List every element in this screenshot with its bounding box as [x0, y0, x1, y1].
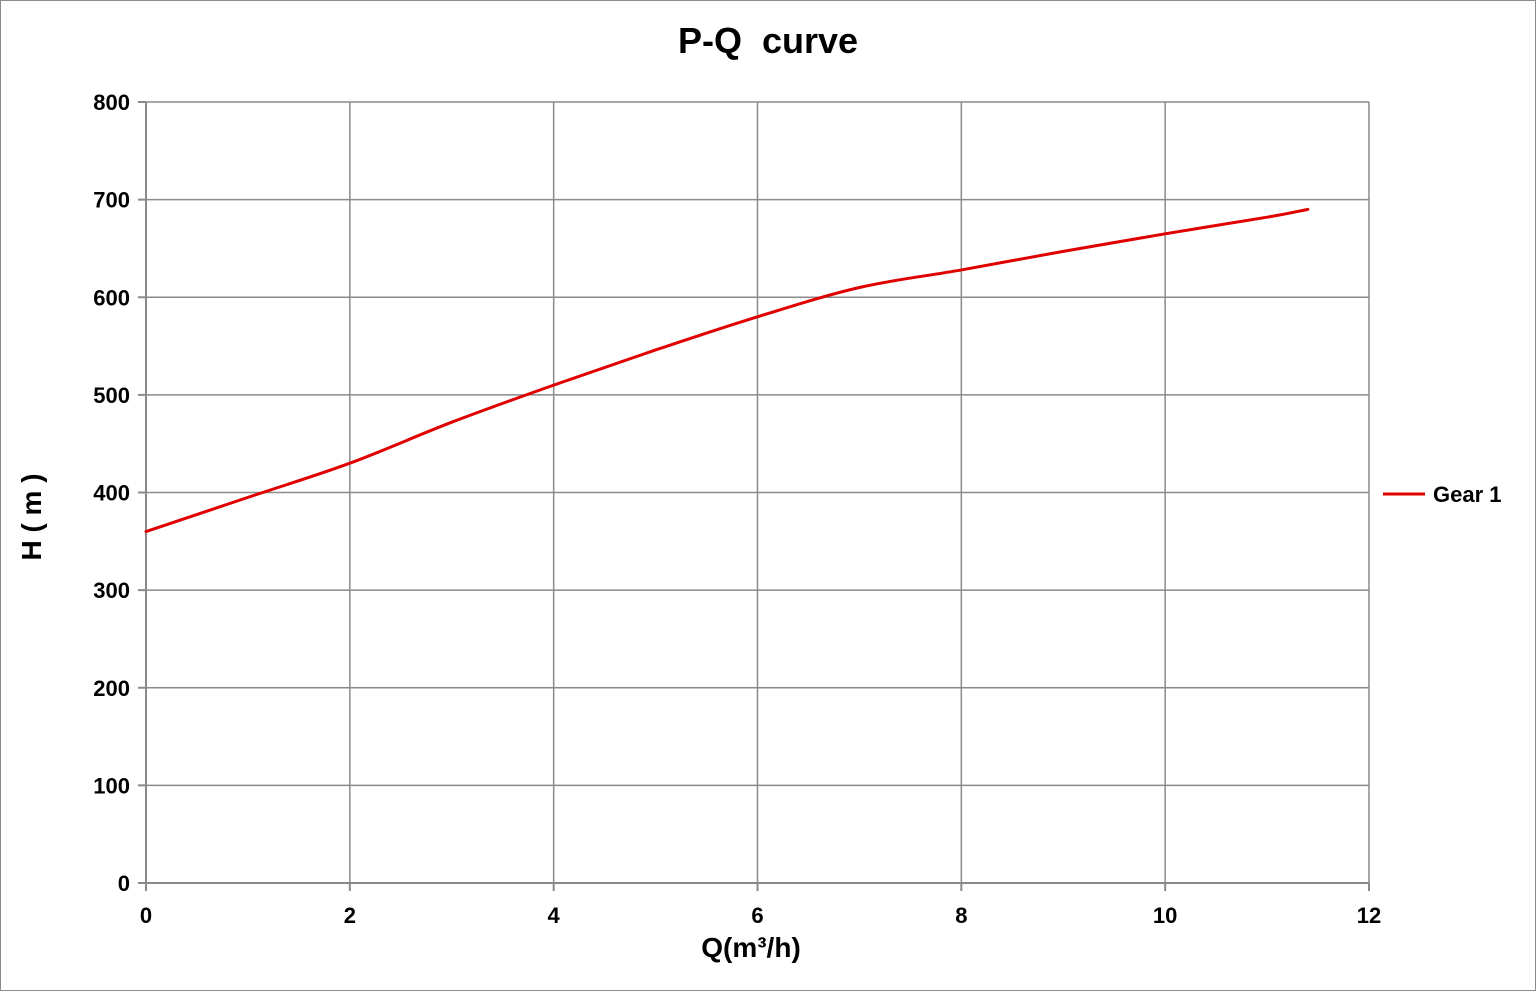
x-tick-label: 10 [1153, 903, 1177, 928]
x-tick-label: 8 [955, 903, 967, 928]
y-tick-label: 800 [93, 90, 130, 115]
x-axis-label: Q(m³/h) [701, 932, 801, 963]
y-tick-label: 700 [93, 188, 130, 213]
y-tick-label: 400 [93, 481, 130, 506]
y-tick-label: 100 [93, 773, 130, 798]
grid [146, 101, 1370, 883]
series-line-gear-1 [144, 207, 1310, 534]
y-tick-label: 500 [93, 383, 130, 408]
y-tick-label: 200 [93, 676, 130, 701]
y-tick-label: 0 [118, 871, 130, 896]
series-group [144, 207, 1310, 534]
legend: Gear 1 [1383, 482, 1502, 507]
x-tick-label: 0 [140, 903, 152, 928]
x-tick-label: 2 [344, 903, 356, 928]
y-tick-label: 600 [93, 285, 130, 310]
y-tick-labels: 0 100 200 300 400 500 600 700 800 [93, 90, 130, 896]
x-tick-labels: 0 2 4 6 8 10 12 [140, 903, 1381, 928]
legend-label-gear-1: Gear 1 [1433, 482, 1502, 507]
x-tick-label: 12 [1357, 903, 1381, 928]
x-tick-label: 6 [751, 903, 763, 928]
x-tick-label: 4 [548, 903, 561, 928]
y-tick-label: 300 [93, 578, 130, 603]
chart-title: P-Q curve [678, 20, 858, 61]
axes [138, 101, 1370, 891]
y-axis-label: H ( m ) [16, 473, 47, 560]
